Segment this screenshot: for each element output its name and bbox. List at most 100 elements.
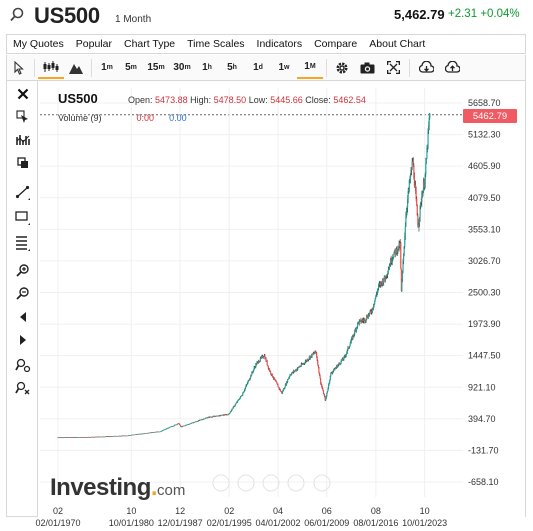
layers-icon[interactable] — [14, 154, 32, 172]
candle — [276, 383, 279, 385]
candle — [293, 370, 296, 372]
trash-icon[interactable] — [14, 108, 32, 126]
candle — [281, 391, 284, 394]
candle — [248, 380, 250, 381]
close-icon[interactable] — [14, 85, 32, 103]
camera-icon[interactable] — [354, 57, 380, 79]
nav-button — [262, 474, 280, 492]
candle — [215, 415, 217, 417]
candle — [426, 148, 428, 159]
candle — [317, 360, 319, 366]
candle — [315, 351, 317, 353]
price-change: +2.31 +0.04% — [448, 8, 520, 20]
fullscreen-icon[interactable] — [380, 57, 406, 79]
candle — [393, 253, 395, 258]
candle — [400, 242, 402, 269]
timeframe-30m[interactable]: 30 m — [173, 62, 191, 73]
candle — [318, 366, 320, 373]
indicators-icon[interactable] — [14, 131, 32, 149]
menu-my-quotes[interactable]: My Quotes — [13, 38, 64, 50]
candle — [314, 350, 317, 352]
menu-chart-type[interactable]: Chart Type — [123, 38, 176, 50]
settings-icon[interactable] — [330, 57, 354, 79]
candle — [254, 367, 256, 368]
candle — [387, 273, 389, 275]
candle — [370, 310, 372, 312]
scroll-right-icon[interactable] — [14, 331, 32, 349]
candle — [373, 304, 375, 307]
mountain-icon[interactable] — [64, 57, 88, 79]
candle — [383, 281, 385, 284]
candle — [388, 265, 391, 269]
menu-time-scales[interactable]: Time Scales — [187, 38, 245, 50]
upload-icon[interactable] — [439, 57, 465, 79]
lock-icon[interactable] — [14, 356, 32, 374]
candle — [167, 428, 169, 429]
chart-area[interactable] — [38, 81, 526, 517]
candle — [143, 433, 146, 435]
candle — [321, 384, 323, 387]
candle — [325, 395, 327, 399]
candle — [172, 425, 174, 427]
x-tick-label-bottom: 02/01/1995 — [207, 518, 252, 528]
timeframe-15m[interactable]: 15 m — [147, 62, 165, 73]
candle — [296, 368, 298, 370]
y-tick-label: 394.70 — [468, 414, 496, 424]
candle — [297, 367, 299, 369]
candle — [374, 298, 376, 301]
rectangle-icon[interactable] — [14, 208, 32, 226]
candle — [406, 199, 409, 208]
menu-about-chart[interactable]: About Chart — [369, 38, 426, 50]
trendline-icon[interactable] — [14, 183, 32, 201]
zoom-in-icon[interactable] — [14, 261, 32, 279]
candle — [317, 365, 319, 367]
candle — [334, 368, 336, 371]
scroll-left-icon[interactable] — [14, 308, 32, 326]
candle — [165, 428, 167, 430]
menu-indicators[interactable]: Indicators — [256, 38, 303, 50]
candle — [327, 388, 329, 391]
candle — [410, 169, 412, 175]
candle — [375, 294, 377, 296]
candle — [276, 382, 278, 384]
candle — [319, 375, 321, 379]
candle — [284, 384, 286, 388]
menu-popular[interactable]: Popular — [75, 38, 112, 50]
menu-compare[interactable]: Compare — [314, 38, 358, 50]
candle — [389, 265, 391, 267]
candle — [246, 384, 248, 386]
zoom-out-icon[interactable] — [14, 284, 32, 302]
x-tick-label-top: 02 — [53, 506, 63, 516]
candle — [232, 407, 234, 410]
magnet-icon[interactable] — [14, 379, 32, 397]
candle — [235, 402, 238, 404]
candle — [288, 377, 290, 380]
candle — [233, 406, 235, 408]
search-icon[interactable] — [9, 7, 25, 23]
candle — [275, 380, 277, 382]
fibonacci-icon[interactable] — [14, 234, 32, 252]
nav-button — [287, 474, 305, 492]
candle — [409, 180, 411, 181]
candles-icon[interactable] — [38, 57, 64, 79]
candle — [391, 258, 393, 262]
pointer-icon[interactable] — [7, 57, 31, 79]
toolbar-divider — [326, 58, 327, 77]
candle — [388, 268, 390, 271]
candle — [275, 381, 277, 383]
candle — [262, 355, 264, 358]
x-tick-label-bottom: 10/01/1980 — [109, 518, 154, 528]
candle — [325, 398, 327, 401]
download-icon[interactable] — [413, 57, 439, 79]
candle — [238, 399, 240, 401]
candle — [287, 379, 289, 383]
candle — [211, 417, 213, 418]
